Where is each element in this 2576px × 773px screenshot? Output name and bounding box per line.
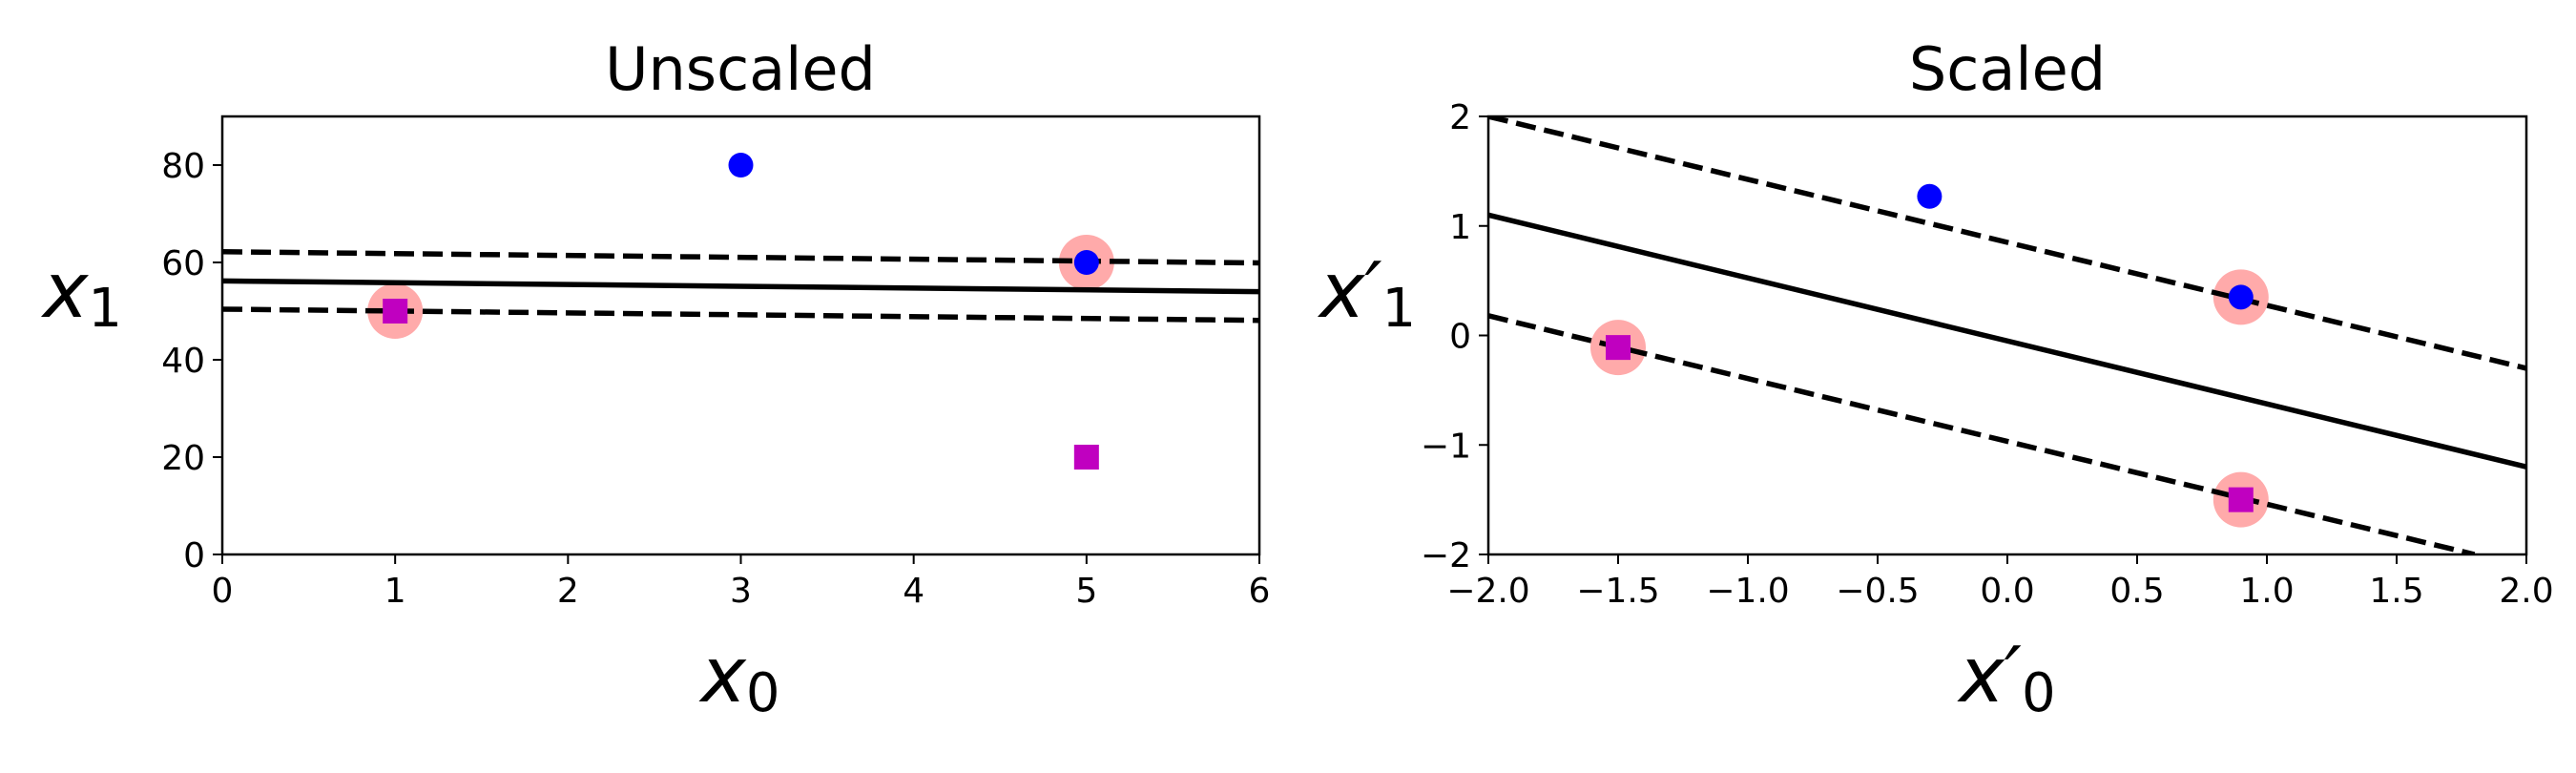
y-tick-label: 60 bbox=[161, 244, 205, 283]
x-tick-label: −1.0 bbox=[1706, 572, 1789, 611]
x-tick-label: 5 bbox=[1075, 572, 1097, 611]
x-tick-label: 3 bbox=[730, 572, 752, 611]
y-tick-label: 40 bbox=[161, 342, 205, 381]
chart-scaled: Scaled −2.0 −1.5 −1.0 −0.5 0.0 0.5 1.0 1.5 2.0 −… bbox=[1317, 34, 2554, 724]
data-point-circle bbox=[1073, 250, 1099, 275]
y-tick-label: 80 bbox=[161, 147, 205, 186]
y-tick-label: 1 bbox=[1449, 208, 1471, 247]
x-axis: −2.0 −1.5 −1.0 −0.5 0.0 0.5 1.0 1.5 2.0 bbox=[1446, 554, 2554, 611]
y-tick-label: −2 bbox=[1421, 536, 1471, 575]
decision-boundary bbox=[222, 278, 1259, 295]
x-tick-label: 1.5 bbox=[2369, 572, 2423, 611]
x-tick-label: 0 bbox=[212, 572, 234, 611]
data-point-square bbox=[2228, 487, 2254, 512]
x-tick-label: 2.0 bbox=[2499, 572, 2553, 611]
y-tick-label: 0 bbox=[1449, 318, 1471, 357]
y-tick-label: 2 bbox=[1449, 98, 1471, 137]
y-axis-label: x1 bbox=[40, 246, 122, 340]
x-axis-label: x′0 bbox=[1956, 631, 2055, 724]
y-tick-label: −1 bbox=[1421, 427, 1471, 466]
x-tick-label: 0.0 bbox=[1980, 572, 2034, 611]
x-tick-label: 2 bbox=[557, 572, 579, 611]
data-point-circle bbox=[728, 153, 754, 178]
y-tick-label: 0 bbox=[183, 536, 205, 575]
chart-unscaled: Unscaled 0 1 2 3 4 5 6 0 20 40 60 80 x0 x1 bbox=[40, 34, 1270, 724]
axes-frame bbox=[1486, 115, 2528, 556]
y-axis: 0 20 40 60 80 bbox=[161, 147, 222, 575]
decision-boundary bbox=[1488, 212, 2526, 470]
x-axis-label: x0 bbox=[698, 631, 780, 724]
margin-line bbox=[1488, 116, 2526, 371]
data-point-square bbox=[1073, 445, 1099, 470]
data-point-circle bbox=[2228, 284, 2254, 310]
x-tick-label: 6 bbox=[1249, 572, 1271, 611]
data-point-square bbox=[383, 299, 408, 324]
x-tick-label: 1 bbox=[384, 572, 406, 611]
chart-title: Unscaled bbox=[605, 34, 876, 104]
plot-area bbox=[1488, 116, 2526, 554]
x-tick-label: −2.0 bbox=[1446, 572, 1529, 611]
x-tick-label: 4 bbox=[903, 572, 924, 611]
margin-line bbox=[1488, 313, 2476, 554]
x-tick-label: 1.0 bbox=[2239, 572, 2294, 611]
data-point-square bbox=[1606, 335, 1631, 361]
data-point-circle bbox=[1917, 183, 1942, 209]
x-tick-label: 0.5 bbox=[2109, 572, 2164, 611]
axes-frame bbox=[220, 115, 1261, 556]
y-tick-label: 20 bbox=[161, 439, 205, 478]
x-axis: 0 1 2 3 4 5 6 bbox=[212, 554, 1271, 611]
x-tick-label: −0.5 bbox=[1836, 572, 1919, 611]
y-axis-label: x′1 bbox=[1317, 246, 1416, 340]
chart-title: Scaled bbox=[1909, 34, 2106, 104]
y-axis: −2 −1 0 1 2 bbox=[1421, 98, 1488, 575]
x-tick-label: −1.5 bbox=[1576, 572, 1659, 611]
plot-area bbox=[222, 153, 1259, 470]
